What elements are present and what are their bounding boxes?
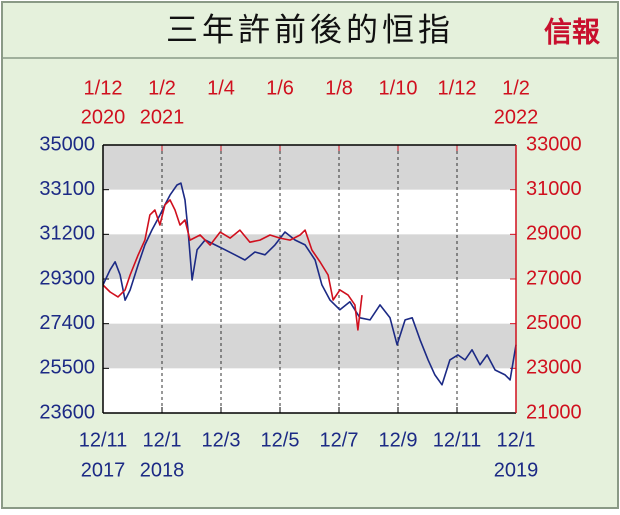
grid-band	[103, 323, 516, 369]
chart-title: 三年許前後的恒指	[166, 11, 454, 47]
y2-tick-label: 33000	[526, 133, 582, 155]
x-tick-label: 12/11	[433, 429, 482, 451]
y2-tick-label: 21000	[526, 401, 582, 423]
x2-tick-year: 2020	[81, 106, 126, 128]
y2-tick-label: 27000	[526, 267, 582, 289]
y2-tick-label: 25000	[526, 312, 582, 334]
x-tick-label: 12/1	[143, 429, 182, 451]
x2-tick-year: 2021	[140, 106, 185, 128]
x-tick-label: 12/5	[261, 429, 300, 451]
x-tick-label: 12/1	[497, 429, 536, 451]
x2-tick-label: 1/10	[379, 77, 418, 99]
brand-logo: 信報	[544, 16, 601, 49]
data-line	[102, 182, 517, 386]
y2-tick-label: 31000	[526, 178, 582, 200]
x2-tick-year: 2022	[494, 106, 539, 128]
x-tick-year: 2019	[494, 459, 539, 481]
y-tick-label: 25500	[39, 357, 95, 379]
data-line	[102, 199, 363, 331]
y2-tick-label: 29000	[526, 223, 582, 245]
y-tick-label: 29300	[39, 267, 95, 289]
x2-tick-label: 1/8	[325, 77, 353, 99]
y-tick-label: 33100	[39, 178, 95, 200]
x-tick-label: 12/9	[379, 429, 418, 451]
y-tick-label: 31200	[39, 223, 95, 245]
y-tick-label: 35000	[39, 133, 95, 155]
y-tick-label: 23600	[39, 401, 95, 423]
x2-tick-label: 1/6	[266, 77, 294, 99]
y2-tick-label: 23000	[526, 357, 582, 379]
x-tick-label: 12/7	[320, 429, 359, 451]
x2-tick-label: 1/12	[438, 77, 477, 99]
y-tick-label: 27400	[39, 312, 95, 334]
x2-tick-label: 1/2	[502, 77, 530, 99]
x-tick-year: 2017	[81, 459, 126, 481]
x-tick-year: 2018	[140, 459, 185, 481]
x2-tick-label: 1/2	[148, 77, 176, 99]
x2-tick-label: 1/4	[207, 77, 235, 99]
grid-band	[103, 145, 516, 190]
x-tick-label: 12/3	[202, 429, 241, 451]
x-tick-label: 12/11	[79, 429, 128, 451]
x2-tick-label: 1/12	[84, 77, 123, 99]
